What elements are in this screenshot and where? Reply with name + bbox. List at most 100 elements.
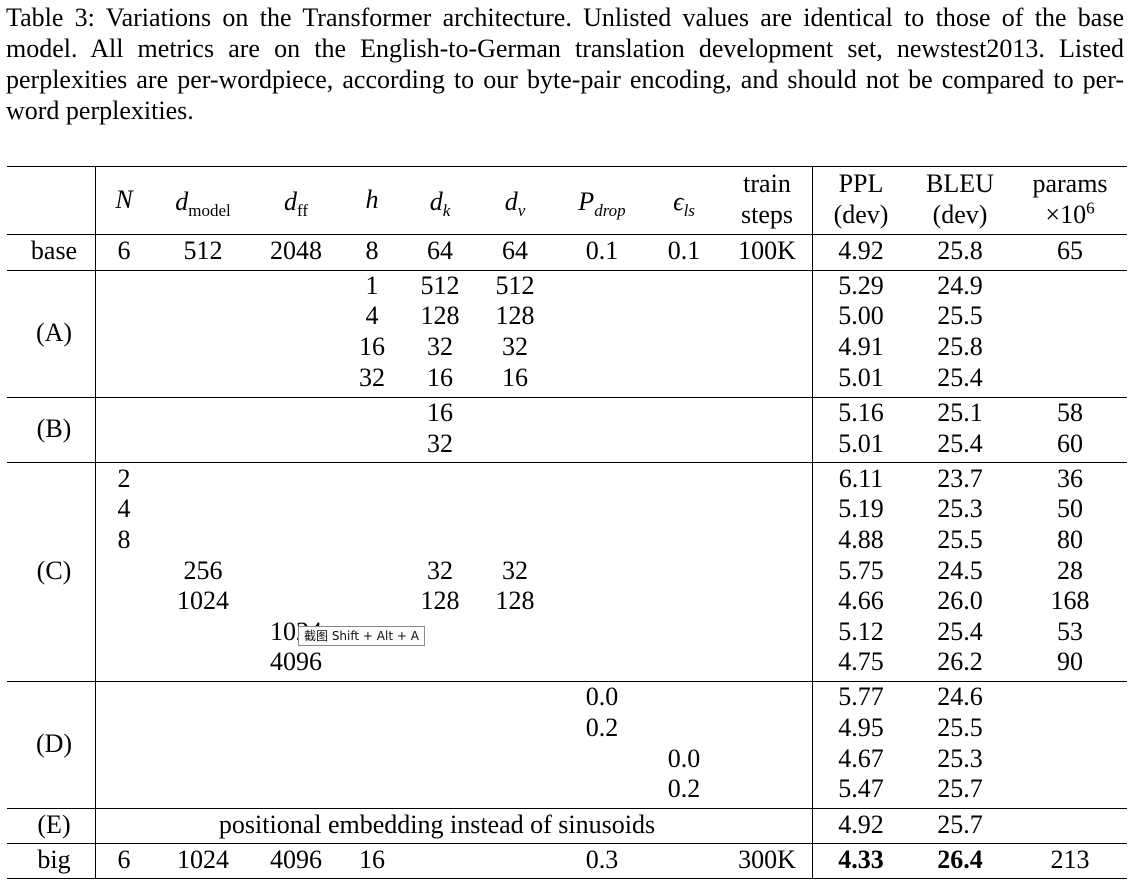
group-label: (E) bbox=[37, 810, 71, 839]
cell-d-v: 32 bbox=[502, 556, 528, 585]
cell-bleu: 24.9 bbox=[937, 271, 983, 300]
cell-ppl: 5.19 bbox=[838, 494, 884, 523]
header-dmodel: dmodel bbox=[175, 187, 231, 221]
cell-bleu: 25.4 bbox=[937, 429, 983, 458]
cell-ppl: 6.11 bbox=[838, 464, 884, 493]
group-rule-2 bbox=[7, 462, 1127, 463]
cell-bleu: 25.8 bbox=[937, 332, 983, 361]
cell-d-ff: 4096 bbox=[270, 647, 322, 676]
group-rule-4 bbox=[7, 808, 1127, 809]
cell-bleu: 24.6 bbox=[937, 682, 983, 711]
cell-ppl: 5.29 bbox=[838, 271, 884, 300]
header-dk: dk bbox=[429, 187, 451, 221]
cell-d-ff: 2048 bbox=[270, 236, 322, 265]
cell-d-v: 128 bbox=[495, 301, 535, 330]
cell-params: 28 bbox=[1057, 556, 1083, 585]
header-bleu-dev: (dev) bbox=[932, 200, 988, 229]
cell-bleu: 25.5 bbox=[937, 525, 983, 554]
cell-d-k: 32 bbox=[427, 429, 453, 458]
cell-d-model: 256 bbox=[183, 556, 223, 585]
cell-ppl: 5.01 bbox=[838, 429, 884, 458]
cell-bleu: 26.4 bbox=[937, 845, 983, 874]
cell-d-v: 512 bbox=[495, 271, 535, 300]
cell-bleu: 25.3 bbox=[937, 744, 983, 773]
cell-P-drop: 0.1 bbox=[585, 236, 619, 265]
cell-bleu: 25.4 bbox=[937, 363, 983, 392]
cell-d-k: 32 bbox=[427, 556, 453, 585]
cell-ppl: 4.91 bbox=[838, 332, 884, 361]
cell-d-k: 128 bbox=[420, 586, 460, 615]
cell-d-k: 16 bbox=[427, 398, 453, 427]
header-els: ϵls bbox=[673, 187, 695, 221]
cell-bleu: 25.7 bbox=[937, 810, 983, 839]
cell-params: 90 bbox=[1057, 647, 1083, 676]
cell-params: 213 bbox=[1050, 845, 1090, 874]
cell-bleu: 26.2 bbox=[937, 647, 983, 676]
cell-P-drop: 0.0 bbox=[585, 682, 619, 711]
cell-d-v: 16 bbox=[502, 363, 528, 392]
cell-params: 36 bbox=[1057, 464, 1083, 493]
cell-d-v: 64 bbox=[502, 236, 528, 265]
caption-label: Table 3: bbox=[6, 3, 95, 32]
cell-d-k: 32 bbox=[427, 332, 453, 361]
cell-P-drop: 0.3 bbox=[585, 845, 619, 874]
cell-ppl: 5.01 bbox=[838, 363, 884, 392]
cell-d-k: 64 bbox=[427, 236, 453, 265]
header-h: h bbox=[365, 185, 379, 214]
cell-bleu: 23.7 bbox=[937, 464, 983, 493]
metrics-column-rule bbox=[812, 166, 813, 878]
cell-d-k: 512 bbox=[420, 271, 460, 300]
caption-text: Variations on the Transformer architectu… bbox=[6, 3, 1124, 125]
cell-ppl: 4.88 bbox=[838, 525, 884, 554]
cell-N: 8 bbox=[117, 525, 131, 554]
cell-params: 50 bbox=[1057, 494, 1083, 523]
cell-h: 16 bbox=[359, 845, 385, 874]
header-ppl-dev: (dev) bbox=[833, 200, 889, 229]
group-label: (D) bbox=[35, 729, 73, 758]
cell-h: 4 bbox=[365, 301, 379, 330]
header-steps: steps bbox=[741, 200, 793, 229]
cell-ppl: 4.92 bbox=[838, 236, 884, 265]
header-params: params bbox=[1032, 169, 1108, 198]
cell-h: 1 bbox=[365, 271, 379, 300]
cell-h: 32 bbox=[359, 363, 385, 392]
cell-bleu: 25.4 bbox=[937, 617, 983, 646]
cell-e-ls: 0.0 bbox=[667, 744, 701, 773]
cell-ppl: 5.75 bbox=[838, 556, 884, 585]
cell-d-k: 16 bbox=[427, 363, 453, 392]
cell-params: 60 bbox=[1057, 429, 1083, 458]
cell-train: 300K bbox=[738, 845, 796, 874]
cell-h: 8 bbox=[365, 236, 379, 265]
cell-d-ff: 4096 bbox=[270, 845, 322, 874]
cell-bleu: 26.0 bbox=[937, 586, 983, 615]
cell-ppl: 4.67 bbox=[838, 744, 884, 773]
cell-N: 6 bbox=[117, 845, 131, 874]
header-train: train bbox=[743, 169, 791, 198]
header-pdrop: Pdrop bbox=[578, 187, 626, 221]
cell-N: 2 bbox=[117, 464, 131, 493]
cell-ppl: 5.77 bbox=[838, 682, 884, 711]
row-span-note: positional embedding instead of sinusoid… bbox=[218, 810, 656, 839]
cell-ppl: 4.95 bbox=[838, 713, 884, 742]
cell-params: 65 bbox=[1057, 236, 1083, 265]
cell-d-v: 32 bbox=[502, 332, 528, 361]
cell-d-k: 128 bbox=[420, 301, 460, 330]
cell-P-drop: 0.2 bbox=[585, 713, 619, 742]
cell-d-model: 512 bbox=[183, 236, 223, 265]
cell-ppl: 4.92 bbox=[838, 810, 884, 839]
header-ppl: PPL bbox=[838, 169, 884, 198]
cell-ppl: 5.47 bbox=[838, 774, 884, 803]
cell-bleu: 24.5 bbox=[937, 556, 983, 585]
cell-e-ls: 0.1 bbox=[667, 236, 701, 265]
header-dff: dff bbox=[283, 187, 309, 221]
cell-ppl: 4.33 bbox=[838, 845, 884, 874]
cell-bleu: 25.3 bbox=[937, 494, 983, 523]
group-label: base bbox=[30, 236, 78, 265]
cell-ppl: 5.00 bbox=[838, 301, 884, 330]
group-rule-1 bbox=[7, 397, 1127, 398]
cell-bleu: 25.1 bbox=[937, 398, 983, 427]
cell-train: 100K bbox=[738, 236, 796, 265]
cell-h: 16 bbox=[359, 332, 385, 361]
group-label: (C) bbox=[36, 556, 72, 585]
